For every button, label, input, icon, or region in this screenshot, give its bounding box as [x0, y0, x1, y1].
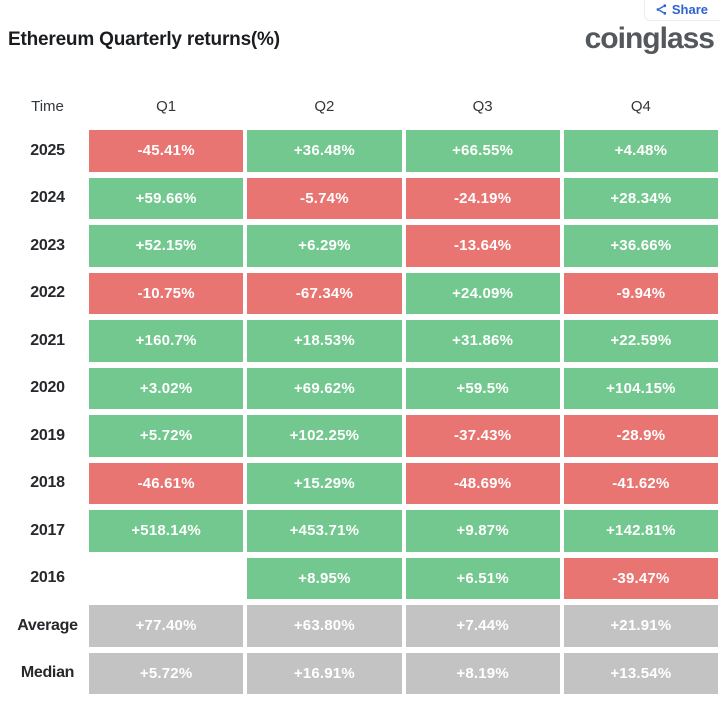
- header: Ethereum Quarterly returns(%) coinglass: [8, 22, 715, 55]
- return-cell: +102.25%: [247, 415, 402, 457]
- share-icon: [655, 3, 668, 16]
- return-cell: -24.19%: [405, 177, 560, 219]
- page-title: Ethereum Quarterly returns(%): [8, 29, 280, 50]
- return-cell: +24.09%: [405, 272, 560, 314]
- return-cell: +22.59%: [563, 320, 718, 362]
- table-row-2017: 2017 +518.14% +453.71% +9.87% +142.81%: [0, 510, 718, 552]
- table-row-2025: 2025 -45.41% +36.48% +66.55% +4.48%: [0, 130, 718, 172]
- column-header-q3: Q3: [472, 97, 493, 115]
- return-cell: -39.47%: [563, 557, 718, 599]
- row-label: 2017: [30, 521, 65, 539]
- return-cell: +59.5%: [405, 367, 560, 409]
- return-cell: +13.54%: [563, 652, 718, 694]
- return-cell: +18.53%: [247, 320, 402, 362]
- row-label: 2018: [30, 474, 65, 492]
- return-cell: +5.72%: [89, 415, 244, 457]
- return-cell: +5.72%: [89, 652, 244, 694]
- row-label: Median: [20, 664, 75, 682]
- coinglass-logo: coinglass: [584, 22, 715, 55]
- return-cell: -9.94%: [563, 272, 718, 314]
- return-cell: +4.48%: [563, 130, 718, 172]
- return-cell: -37.43%: [405, 415, 560, 457]
- return-cell: +59.66%: [89, 177, 244, 219]
- column-header-q2: Q2: [314, 97, 335, 115]
- share-button-label: Share: [671, 2, 708, 17]
- return-cell: +160.7%: [89, 320, 244, 362]
- return-cell: +6.51%: [405, 557, 560, 599]
- return-cell: +518.14%: [89, 510, 244, 552]
- column-header-time: Time: [31, 97, 64, 115]
- table-row-2024: 2024 +59.66% -5.74% -24.19% +28.34%: [0, 177, 718, 219]
- table-row-2019: 2019 +5.72% +102.25% -37.43% -28.9%: [0, 415, 718, 457]
- return-cell: +69.62%: [247, 367, 402, 409]
- table-row-2016: 2016 +8.95% +6.51% -39.47%: [0, 557, 718, 600]
- return-cell: +8.95%: [247, 557, 402, 599]
- row-label: 2019: [30, 426, 65, 444]
- row-label: 2022: [30, 284, 65, 302]
- table-row-2020: 2020 +3.02% +69.62% +59.5% +104.15%: [0, 367, 718, 409]
- return-cell: +36.48%: [247, 130, 402, 172]
- return-cell: +77.40%: [89, 605, 244, 647]
- return-cell: +31.86%: [405, 320, 560, 362]
- row-label: 2024: [30, 189, 65, 207]
- row-label: 2016: [30, 569, 65, 587]
- column-header-q1: Q1: [156, 97, 177, 115]
- return-cell: +142.81%: [563, 510, 718, 552]
- return-cell: +6.29%: [247, 225, 402, 267]
- return-cell: -46.61%: [89, 462, 244, 504]
- return-cell: +7.44%: [405, 605, 560, 647]
- table-row-2023: 2023 +52.15% +6.29% -13.64% +36.66%: [0, 225, 718, 267]
- return-cell: -10.75%: [89, 272, 244, 314]
- return-cell: +66.55%: [405, 130, 560, 172]
- return-cell: +3.02%: [89, 367, 244, 409]
- share-button[interactable]: Share: [643, 0, 720, 21]
- row-label: 2023: [30, 236, 65, 254]
- return-cell: -41.62%: [563, 462, 718, 504]
- return-cell: -67.34%: [247, 272, 402, 314]
- return-cell: +15.29%: [247, 462, 402, 504]
- table-row-median: Median +5.72% +16.91% +8.19% +13.54%: [0, 652, 718, 694]
- return-cell: -28.9%: [563, 415, 718, 457]
- return-cell: +9.87%: [405, 510, 560, 552]
- return-cell: +16.91%: [247, 652, 402, 694]
- return-cell: -48.69%: [405, 462, 560, 504]
- table-header-row: Time Q1 Q2 Q3 Q4: [0, 97, 718, 115]
- return-cell: +63.80%: [247, 605, 402, 647]
- return-cell: +36.66%: [563, 225, 718, 267]
- row-label: 2025: [30, 141, 65, 159]
- table-row-2021: 2021 +160.7% +18.53% +31.86% +22.59%: [0, 320, 718, 362]
- return-cell: -5.74%: [247, 177, 402, 219]
- table-row-average: Average +77.40% +63.80% +7.44% +21.91%: [0, 605, 718, 647]
- row-label: Average: [17, 616, 78, 634]
- return-cell: -13.64%: [405, 225, 560, 267]
- return-cell: +28.34%: [563, 177, 718, 219]
- row-label: 2020: [30, 379, 65, 397]
- table-row-2018: 2018 -46.61% +15.29% -48.69% -41.62%: [0, 462, 718, 504]
- return-cell: +8.19%: [405, 652, 560, 694]
- table-row-2022: 2022 -10.75% -67.34% +24.09% -9.94%: [0, 272, 718, 314]
- column-header-q4: Q4: [630, 97, 651, 115]
- return-cell: -45.41%: [89, 130, 244, 172]
- return-cell: +104.15%: [563, 367, 718, 409]
- return-cell: +21.91%: [563, 605, 718, 647]
- table-body: 2025 -45.41% +36.48% +66.55% +4.48% 2024 +59.6…: [0, 130, 718, 694]
- return-cell: +52.15%: [89, 225, 244, 267]
- row-label: 2021: [30, 331, 65, 349]
- return-cell: [89, 558, 243, 600]
- returns-table: Time Q1 Q2 Q3 Q4 2025 -45.41% +36.48% +66.55% +4…: [0, 97, 718, 700]
- return-cell: +453.71%: [247, 510, 402, 552]
